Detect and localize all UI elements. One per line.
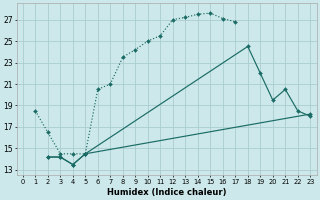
X-axis label: Humidex (Indice chaleur): Humidex (Indice chaleur) xyxy=(107,188,226,197)
